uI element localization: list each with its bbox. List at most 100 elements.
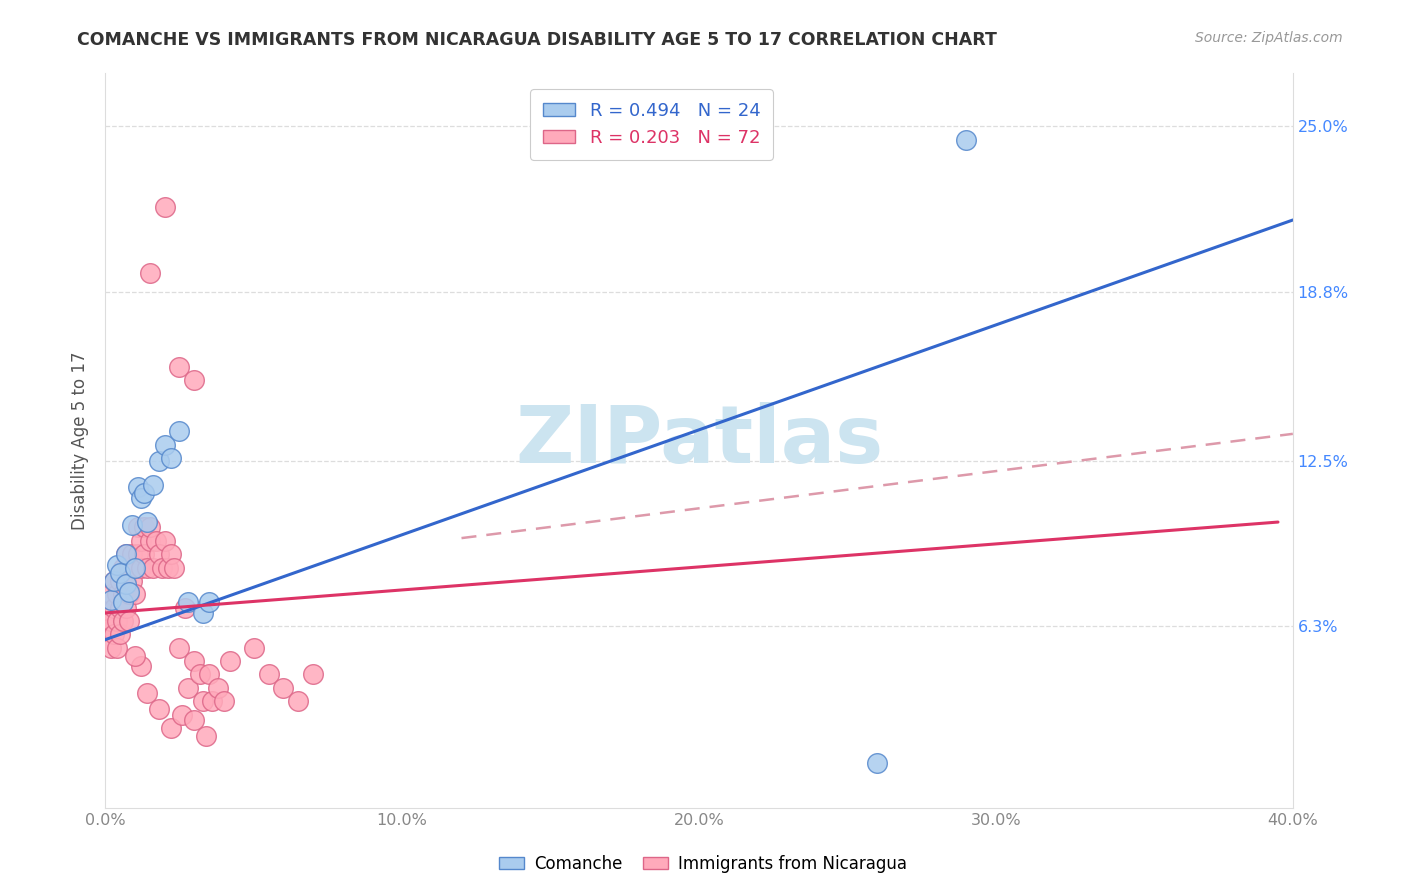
Point bbox=[219, 654, 242, 668]
Point bbox=[121, 517, 143, 532]
Point bbox=[139, 520, 162, 534]
Point bbox=[115, 547, 138, 561]
Point bbox=[129, 533, 152, 548]
Point bbox=[148, 547, 170, 561]
Point bbox=[103, 600, 125, 615]
Point bbox=[162, 560, 184, 574]
Point bbox=[112, 560, 135, 574]
Point bbox=[129, 491, 152, 505]
Point bbox=[97, 622, 120, 636]
Point bbox=[115, 600, 138, 615]
Point bbox=[108, 627, 131, 641]
Point bbox=[193, 606, 215, 620]
Point bbox=[115, 576, 138, 591]
Point bbox=[159, 721, 181, 735]
Point bbox=[124, 560, 146, 574]
Point bbox=[273, 681, 295, 695]
Point bbox=[242, 640, 264, 655]
Point bbox=[108, 566, 131, 580]
Point bbox=[121, 574, 143, 588]
Point bbox=[198, 595, 221, 609]
Point bbox=[135, 515, 157, 529]
Point bbox=[866, 756, 889, 770]
Point bbox=[287, 694, 309, 708]
Point bbox=[139, 533, 162, 548]
Point bbox=[103, 627, 125, 641]
Legend: Comanche, Immigrants from Nicaragua: Comanche, Immigrants from Nicaragua bbox=[492, 848, 914, 880]
Point bbox=[150, 560, 173, 574]
Point bbox=[148, 453, 170, 467]
Point bbox=[212, 694, 235, 708]
Point bbox=[177, 595, 200, 609]
Point bbox=[100, 614, 122, 628]
Point bbox=[100, 592, 122, 607]
Point bbox=[127, 480, 149, 494]
Point bbox=[302, 667, 325, 681]
Point bbox=[153, 437, 176, 451]
Point bbox=[135, 560, 157, 574]
Point bbox=[188, 667, 211, 681]
Point bbox=[112, 595, 135, 609]
Point bbox=[97, 606, 120, 620]
Point bbox=[153, 533, 176, 548]
Point bbox=[103, 574, 125, 588]
Point bbox=[105, 614, 128, 628]
Point bbox=[139, 267, 162, 281]
Point bbox=[118, 614, 141, 628]
Point bbox=[159, 450, 181, 465]
Point bbox=[145, 533, 167, 548]
Point bbox=[198, 667, 221, 681]
Point bbox=[142, 477, 165, 491]
Point bbox=[118, 584, 141, 599]
Point bbox=[132, 520, 155, 534]
Point bbox=[129, 560, 152, 574]
Point bbox=[169, 424, 191, 438]
Point bbox=[183, 373, 205, 387]
Point bbox=[108, 600, 131, 615]
Point bbox=[195, 729, 218, 743]
Text: ZIPatlas: ZIPatlas bbox=[515, 401, 883, 480]
Point bbox=[129, 659, 152, 673]
Point bbox=[132, 485, 155, 500]
Point bbox=[201, 694, 224, 708]
Point bbox=[100, 640, 122, 655]
Point bbox=[103, 574, 125, 588]
Point bbox=[257, 667, 280, 681]
Point bbox=[115, 547, 138, 561]
Point bbox=[124, 587, 146, 601]
Point bbox=[105, 587, 128, 601]
Text: COMANCHE VS IMMIGRANTS FROM NICARAGUA DISABILITY AGE 5 TO 17 CORRELATION CHART: COMANCHE VS IMMIGRANTS FROM NICARAGUA DI… bbox=[77, 31, 997, 49]
Point bbox=[156, 560, 179, 574]
Point bbox=[108, 574, 131, 588]
Point bbox=[105, 640, 128, 655]
Point bbox=[118, 560, 141, 574]
Point bbox=[132, 547, 155, 561]
Point bbox=[148, 702, 170, 716]
Point bbox=[183, 713, 205, 727]
Point bbox=[142, 560, 165, 574]
Point bbox=[955, 133, 977, 147]
Point bbox=[135, 686, 157, 700]
Point bbox=[153, 200, 176, 214]
Point bbox=[172, 707, 194, 722]
Point bbox=[112, 614, 135, 628]
Point bbox=[183, 654, 205, 668]
Point bbox=[169, 359, 191, 374]
Point bbox=[174, 600, 197, 615]
Point bbox=[127, 547, 149, 561]
Point bbox=[112, 587, 135, 601]
Point bbox=[127, 520, 149, 534]
Point bbox=[118, 587, 141, 601]
Point bbox=[207, 681, 229, 695]
Y-axis label: Disability Age 5 to 17: Disability Age 5 to 17 bbox=[72, 351, 89, 530]
Text: Source: ZipAtlas.com: Source: ZipAtlas.com bbox=[1195, 31, 1343, 45]
Point bbox=[121, 547, 143, 561]
Point bbox=[124, 560, 146, 574]
Point bbox=[115, 574, 138, 588]
Point bbox=[177, 681, 200, 695]
Point bbox=[105, 558, 128, 572]
Point bbox=[100, 587, 122, 601]
Point bbox=[159, 547, 181, 561]
Point bbox=[124, 648, 146, 663]
Point bbox=[169, 640, 191, 655]
